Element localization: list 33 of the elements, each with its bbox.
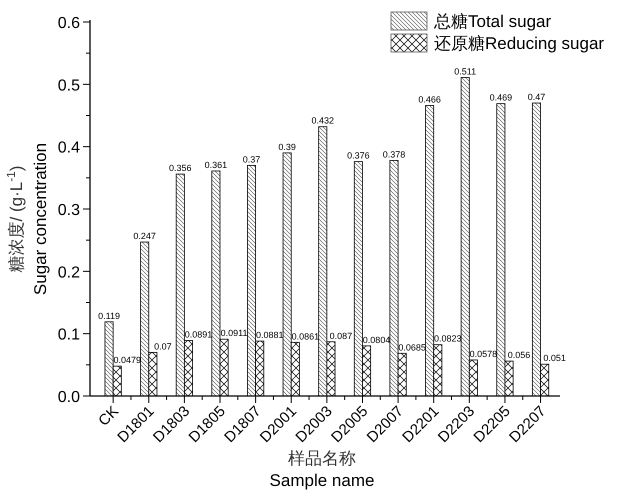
- x-axis-title: 样品名称 Sample name: [270, 449, 374, 490]
- legend-label: 还原糖Reducing sugar: [434, 34, 604, 53]
- data-label: 0.247: [133, 231, 156, 242]
- data-label: 0.0891: [184, 329, 212, 340]
- data-label: 0.119: [98, 310, 120, 321]
- data-label: 0.07: [154, 341, 172, 352]
- data-label: 0.511: [454, 66, 476, 76]
- data-label: 0.39: [278, 142, 296, 152]
- data-label: 0.432: [311, 116, 334, 126]
- data-label: 0.056: [508, 350, 530, 360]
- y-tick-label: 0.1: [58, 326, 80, 344]
- data-label: 0.051: [543, 353, 566, 364]
- data-label: 0.0861: [292, 331, 320, 342]
- data-label: 0.0823: [434, 334, 462, 344]
- data-label: 0.087: [330, 330, 352, 341]
- y-tick-label: 0.6: [58, 15, 80, 32]
- y-tick-label: 0.3: [58, 202, 80, 219]
- y-tick-label: 0.5: [58, 77, 80, 94]
- data-label: 0.37: [242, 154, 260, 164]
- data-label: 0.376: [347, 150, 370, 161]
- data-label: 0.356: [169, 163, 192, 174]
- data-label: 0.47: [528, 92, 546, 102]
- data-label: 0.378: [382, 149, 406, 160]
- data-label: 0.469: [490, 92, 512, 103]
- data-label: 0.361: [204, 160, 228, 170]
- data-label: 0.0911: [220, 328, 248, 338]
- y-tick-label: 0.4: [58, 140, 80, 157]
- x-tick-label: CK: [95, 402, 122, 430]
- y-tick-label: 0.0: [58, 389, 80, 406]
- y-tick-label: 0.2: [58, 264, 80, 282]
- data-label: 0.466: [418, 94, 441, 105]
- legend-label: 总糖Total sugar: [433, 12, 552, 31]
- data-label: 0.0578: [470, 348, 498, 359]
